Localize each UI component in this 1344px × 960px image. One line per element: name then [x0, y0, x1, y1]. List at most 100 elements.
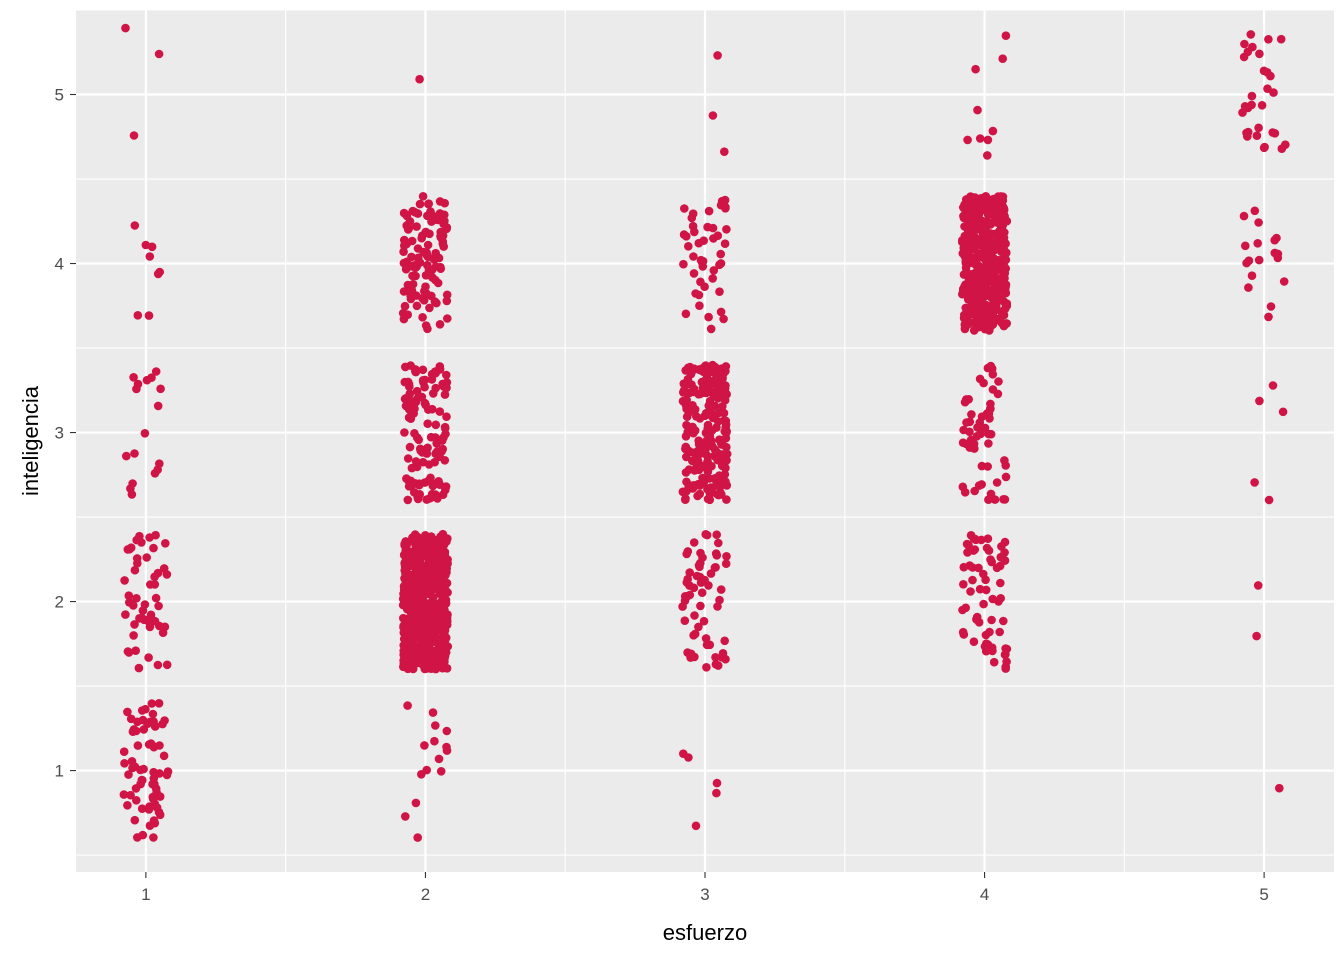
data-point — [427, 612, 436, 621]
data-point — [986, 429, 996, 439]
data-point — [149, 833, 158, 842]
data-point — [696, 389, 705, 399]
data-point — [435, 320, 445, 329]
data-point — [1273, 253, 1283, 263]
data-point — [123, 801, 132, 810]
data-point — [435, 542, 445, 551]
data-points — [119, 23, 1290, 842]
data-point — [682, 395, 691, 405]
data-point — [994, 377, 1003, 386]
data-point — [972, 612, 982, 622]
data-point — [973, 105, 982, 115]
data-point — [417, 233, 427, 243]
data-point — [439, 594, 448, 603]
data-point — [406, 626, 416, 636]
data-point — [1275, 783, 1284, 793]
data-point — [961, 211, 970, 220]
data-point — [701, 530, 710, 539]
data-point — [441, 482, 451, 491]
data-point — [722, 449, 732, 459]
data-point — [407, 463, 417, 473]
data-point — [402, 614, 412, 624]
data-point — [423, 324, 432, 334]
data-point — [708, 360, 717, 370]
data-point — [979, 378, 988, 388]
data-point — [1278, 407, 1288, 417]
data-point — [1255, 49, 1264, 59]
y-tick-label: 3 — [55, 424, 64, 443]
data-point — [1266, 71, 1275, 81]
data-point — [404, 379, 414, 389]
data-point — [415, 74, 424, 84]
data-point — [442, 726, 452, 736]
data-point — [959, 425, 968, 435]
data-point — [988, 385, 998, 394]
data-point — [988, 294, 998, 304]
data-point — [714, 408, 724, 418]
data-point — [421, 282, 430, 292]
data-point — [1244, 283, 1253, 292]
data-point — [689, 252, 698, 261]
data-point — [999, 244, 1008, 254]
data-point — [694, 436, 703, 446]
data-point — [682, 420, 691, 430]
data-point — [403, 664, 413, 674]
data-point — [973, 308, 983, 317]
data-point — [420, 375, 430, 385]
data-point — [966, 587, 975, 596]
data-point — [416, 574, 425, 584]
data-point — [137, 804, 147, 813]
data-point — [960, 488, 970, 497]
data-point — [131, 646, 140, 655]
data-point — [434, 477, 443, 486]
data-point — [400, 301, 410, 311]
data-point — [712, 530, 721, 539]
data-point — [995, 294, 1005, 303]
data-point — [431, 368, 440, 378]
data-point — [721, 204, 730, 213]
data-point — [975, 418, 985, 427]
data-point — [695, 301, 704, 311]
data-point — [145, 717, 155, 727]
data-point — [969, 637, 979, 646]
data-point — [151, 593, 161, 603]
data-point — [1242, 258, 1251, 268]
data-point — [967, 410, 976, 419]
x-tick-label: 2 — [421, 885, 430, 904]
data-point — [121, 610, 130, 619]
data-point — [1241, 241, 1250, 251]
data-point — [959, 580, 968, 589]
data-point — [712, 788, 721, 798]
data-point — [1268, 381, 1278, 390]
data-point — [119, 790, 129, 799]
data-point — [424, 405, 433, 414]
data-point — [418, 192, 428, 201]
data-point — [120, 759, 129, 768]
data-point — [431, 492, 441, 501]
data-point — [147, 699, 157, 708]
data-point — [720, 470, 730, 479]
data-point — [410, 634, 419, 644]
data-point — [679, 259, 688, 269]
data-point — [722, 552, 731, 561]
data-point — [153, 660, 163, 670]
data-point — [708, 274, 717, 283]
data-point — [134, 663, 144, 673]
data-point — [986, 555, 995, 564]
data-point — [983, 209, 993, 218]
data-point — [959, 270, 969, 279]
data-point — [142, 553, 151, 562]
data-point — [130, 565, 140, 575]
data-point — [133, 379, 143, 389]
data-point — [147, 373, 156, 383]
data-point — [1001, 472, 1011, 482]
data-point — [680, 204, 689, 213]
data-point — [132, 594, 141, 603]
data-point — [678, 602, 687, 611]
data-point — [154, 699, 164, 708]
data-point — [969, 244, 979, 254]
data-point — [964, 277, 974, 287]
data-point — [988, 126, 998, 136]
data-point — [716, 488, 725, 497]
